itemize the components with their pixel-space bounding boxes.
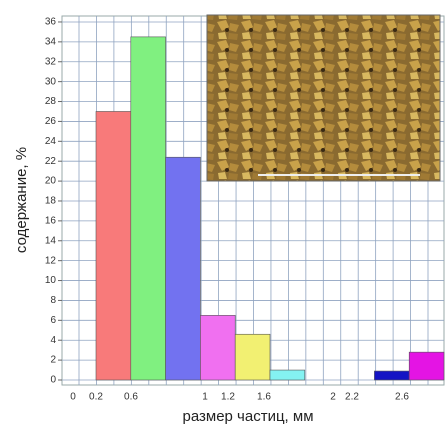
y-tick-label: 28 bbox=[45, 96, 57, 107]
x-tick-label: 2 bbox=[330, 392, 336, 403]
y-tick-label: 14 bbox=[45, 235, 57, 246]
x-axis-label: размер частиц, мм bbox=[182, 408, 313, 425]
x-tick-label: 1.6 bbox=[257, 392, 271, 403]
x-tick-label: 0 bbox=[70, 392, 76, 403]
y-tick-label: 20 bbox=[45, 176, 57, 187]
x-tick-label: 0.6 bbox=[124, 392, 138, 403]
y-tick-label: 16 bbox=[45, 216, 57, 227]
y-tick-label: 4 bbox=[50, 335, 56, 346]
bar bbox=[166, 157, 201, 380]
bar bbox=[96, 111, 131, 380]
y-tick-label: 12 bbox=[45, 255, 57, 266]
x-tick-label: 0.2 bbox=[89, 392, 103, 403]
y-tick-label: 24 bbox=[45, 136, 57, 147]
x-tick-label: 1.2 bbox=[221, 392, 235, 403]
x-tick-label: 2.6 bbox=[395, 392, 409, 403]
bar bbox=[131, 37, 166, 380]
y-tick-label: 18 bbox=[45, 196, 57, 207]
inset-photo bbox=[207, 15, 440, 181]
y-tick-label: 30 bbox=[45, 76, 57, 87]
x-tick-label: 1 bbox=[202, 392, 208, 403]
y-tick-label: 34 bbox=[45, 36, 57, 47]
bar bbox=[235, 334, 270, 380]
bar bbox=[270, 370, 305, 380]
x-tick-label: 2.2 bbox=[345, 392, 359, 403]
y-tick-label: 6 bbox=[50, 315, 56, 326]
y-tick-label: 10 bbox=[45, 275, 57, 286]
y-tick-label: 2 bbox=[50, 355, 56, 366]
bar bbox=[409, 352, 444, 380]
y-tick-label: 26 bbox=[45, 116, 57, 127]
chart: содержание, % размер частиц, мм 02468101… bbox=[0, 0, 445, 429]
y-tick-label: 32 bbox=[45, 56, 57, 67]
y-tick-label: 36 bbox=[45, 17, 57, 28]
y-tick-label: 0 bbox=[50, 375, 56, 386]
bar bbox=[200, 315, 235, 380]
bar bbox=[374, 371, 409, 380]
y-tick-label: 8 bbox=[50, 295, 56, 306]
y-tick-label: 22 bbox=[45, 156, 57, 167]
y-axis-label: содержание, % bbox=[13, 147, 30, 253]
